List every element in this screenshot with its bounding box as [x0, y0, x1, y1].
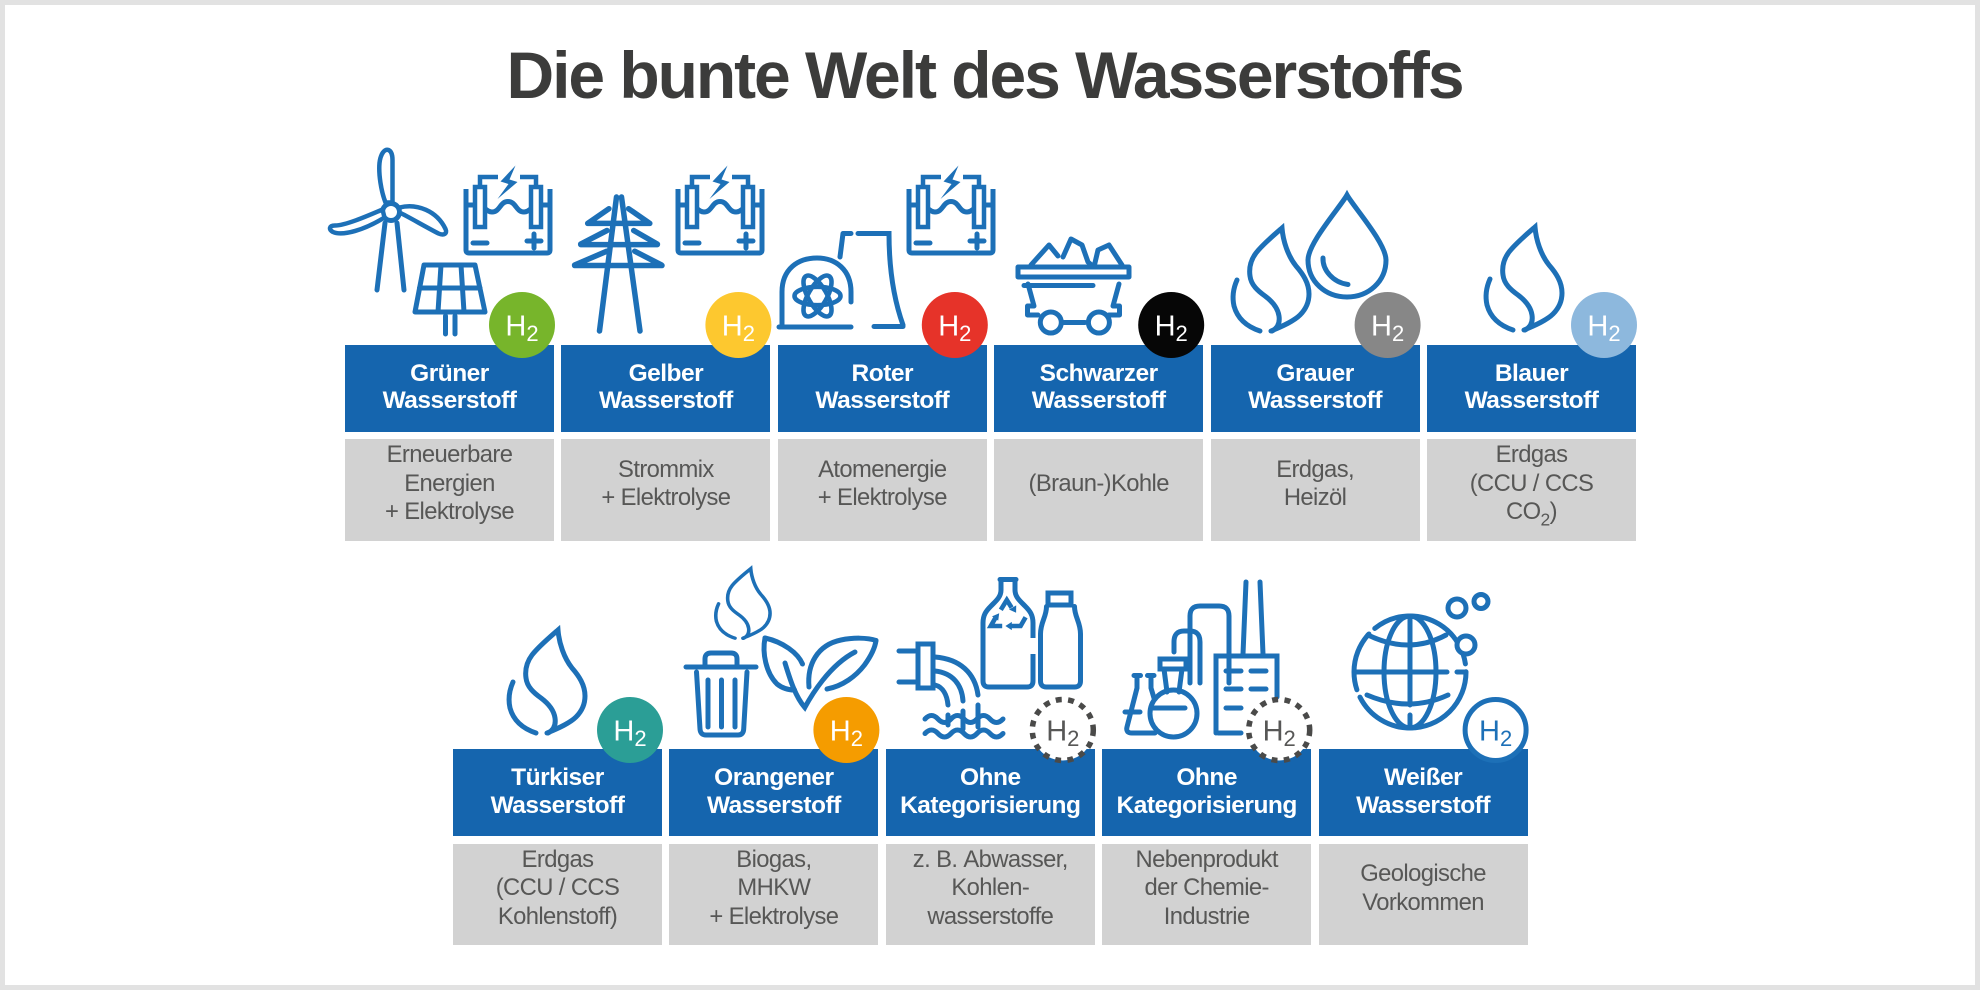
svg-text:H2: H2	[722, 311, 755, 347]
svg-text:H2: H2	[1479, 716, 1512, 752]
svg-text:H2: H2	[613, 716, 646, 752]
svg-text:H2: H2	[1155, 311, 1188, 347]
svg-text:H2: H2	[1046, 716, 1079, 752]
svg-text:H2: H2	[1371, 311, 1404, 347]
svg-text:H2: H2	[505, 311, 538, 347]
svg-text:H2: H2	[938, 311, 971, 347]
svg-text:H2: H2	[830, 716, 863, 752]
svg-text:H2: H2	[1263, 716, 1296, 752]
svg-text:H2: H2	[1587, 311, 1620, 347]
